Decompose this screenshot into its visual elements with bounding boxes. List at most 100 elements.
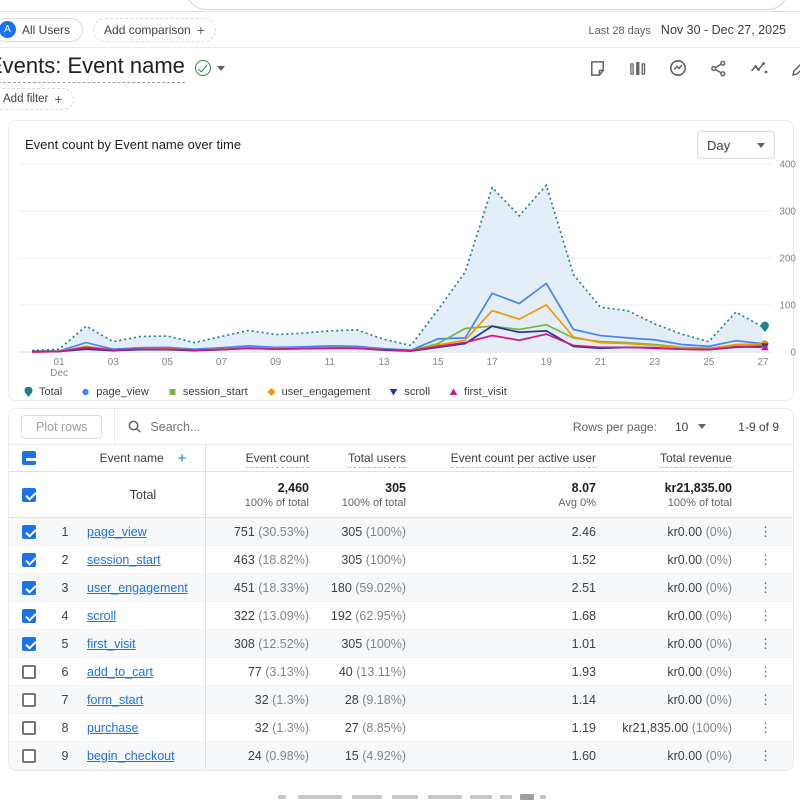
legend-marker-icon <box>169 388 176 395</box>
row-checkbox[interactable] <box>22 636 36 651</box>
row-checkbox[interactable] <box>22 552 36 567</box>
table-header-row: Event name + Event count Total users Eve… <box>9 445 793 472</box>
row-checkbox[interactable] <box>22 608 36 623</box>
row-number: 9 <box>61 748 69 763</box>
chevron-down-icon[interactable] <box>698 424 707 429</box>
row-menu-icon[interactable]: ⋮ <box>759 635 772 651</box>
revenue-cell: kr0.00 (0%) <box>667 692 732 707</box>
select-all-checkbox[interactable] <box>22 451 36 465</box>
row-checkbox[interactable] <box>22 580 36 595</box>
table-search-input[interactable] <box>150 419 371 434</box>
row-menu-icon[interactable]: ⋮ <box>759 719 772 735</box>
granularity-select[interactable]: Day <box>697 131 775 159</box>
table-controls: Plot rows Rows per page: 10 1-9 of 9 <box>9 409 793 445</box>
row-menu-icon[interactable]: ⋮ <box>759 579 772 595</box>
chevron-down-icon <box>757 142 765 148</box>
row-menu-icon[interactable]: ⋮ <box>759 523 772 539</box>
date-range-value: Nov 30 - Dec 27, 2025 <box>660 22 786 37</box>
row-menu-icon[interactable]: ⋮ <box>759 607 772 623</box>
row-number: 2 <box>61 552 69 567</box>
event-count-cell: 751 (30.53%) <box>233 524 309 539</box>
event-count-cell: 32 (1.3%) <box>254 692 309 707</box>
svg-text:13: 13 <box>378 357 390 368</box>
revenue-cell: kr0.00 (0%) <box>667 636 732 651</box>
total-per-active-user: 8.07 <box>571 480 596 495</box>
total-label: Total <box>81 472 206 517</box>
total-revenue: kr21,835.00 <box>664 480 732 495</box>
legend-item-page_view: page_view <box>80 386 149 398</box>
data-quality-check-icon[interactable] <box>194 60 211 76</box>
table-search[interactable] <box>127 419 572 434</box>
edit-icon[interactable] <box>790 58 800 78</box>
add-filter-button[interactable]: Add filter + <box>0 88 74 110</box>
total-users-cell: 305 (100%) <box>341 524 406 539</box>
event-name-link[interactable]: add_to_cart <box>87 664 154 679</box>
row-number: 5 <box>61 636 69 651</box>
table-row: 1 page_view 751 (30.53%) 305 (100%) 2.46 kr0.… <box>9 518 793 546</box>
svg-text:300: 300 <box>779 207 796 218</box>
rows-per-page-label: Rows per page: <box>572 419 657 434</box>
row-menu-icon[interactable]: ⋮ <box>759 691 772 707</box>
insights-icon[interactable] <box>668 58 688 78</box>
event-name-link[interactable]: session_start <box>87 552 161 567</box>
column-header-total-revenue[interactable]: Total revenue <box>602 451 738 468</box>
row-menu-icon[interactable]: ⋮ <box>759 663 772 679</box>
per-active-user-cell: 1.52 <box>571 552 596 567</box>
plot-rows-button[interactable]: Plot rows <box>21 414 103 439</box>
event-name-link[interactable]: form_start <box>87 692 144 707</box>
event-name-link[interactable]: begin_checkout <box>87 748 175 763</box>
per-active-user-cell: 1.93 <box>571 664 596 679</box>
revenue-cell: kr0.00 (0%) <box>667 580 732 595</box>
row-number: 1 <box>61 524 69 539</box>
row-checkbox[interactable] <box>22 692 36 707</box>
total-row-checkbox[interactable] <box>22 487 36 502</box>
add-dimension-icon[interactable]: + <box>177 449 187 467</box>
column-header-event-name[interactable]: Event name + <box>81 445 206 471</box>
report-toolbar <box>588 58 800 78</box>
chevron-down-icon[interactable] <box>216 65 225 71</box>
page-title: Events: Event name <box>0 53 185 83</box>
filter-bar: Add filter + <box>0 88 800 114</box>
legend-item-user_engagement: user_engagement <box>266 386 370 398</box>
audience-chip-all-users[interactable]: A All Users <box>0 17 84 42</box>
event-count-cell: 24 (0.98%) <box>247 748 309 763</box>
granularity-value: Day <box>707 137 731 153</box>
legend-marker-icon <box>82 388 89 395</box>
notes-icon[interactable] <box>588 59 607 78</box>
row-checkbox[interactable] <box>22 524 36 539</box>
row-menu-icon[interactable]: ⋮ <box>759 551 772 567</box>
row-number: 8 <box>61 720 69 735</box>
column-header-total-users[interactable]: Total users <box>315 451 412 468</box>
chart-title: Event count by Event name over time <box>25 136 242 152</box>
plus-icon: + <box>196 21 205 38</box>
event-name-link[interactable]: page_view <box>87 524 147 539</box>
column-header-event-count[interactable]: Event count <box>206 451 315 468</box>
event-name-link[interactable]: purchase <box>87 720 139 735</box>
svg-text:Dec: Dec <box>50 368 68 379</box>
event-name-link[interactable]: first_visit <box>87 636 136 651</box>
bar-columns-icon[interactable] <box>628 59 647 78</box>
global-search-input[interactable] <box>186 0 788 10</box>
row-checkbox[interactable] <box>22 664 36 679</box>
timeseries-card: Event count by Event name over time Day … <box>8 120 796 401</box>
per-active-user-cell: 1.19 <box>571 720 596 735</box>
date-range-picker[interactable]: Last 28 days Nov 30 - Dec 27, 2025 <box>589 23 786 37</box>
rows-per-page-value[interactable]: 10 <box>674 419 689 434</box>
row-menu-icon[interactable]: ⋮ <box>759 747 772 763</box>
cutoff-bottom-strip <box>0 793 800 800</box>
row-checkbox[interactable] <box>22 748 36 763</box>
app-topbar <box>0 0 800 12</box>
pagination-range: 1-9 of 9 <box>738 419 779 434</box>
event-name-link[interactable]: scroll <box>87 608 117 623</box>
revenue-cell: kr0.00 (0%) <box>667 524 732 539</box>
row-checkbox[interactable] <box>22 720 36 735</box>
timeseries-chart: 0 100 200 300 400 01 Dec 03 05 07 09 11 13 15 17 19 21 23… <box>9 157 796 384</box>
legend-marker-icon <box>267 387 276 396</box>
share-icon[interactable] <box>709 59 728 78</box>
event-name-link[interactable]: user_engagement <box>87 580 188 595</box>
trend-insights-icon[interactable] <box>749 58 769 78</box>
per-active-user-cell: 1.60 <box>571 748 596 763</box>
column-header-event-count-per-active-user[interactable]: Event count per active user <box>412 451 602 468</box>
legend-marker-icon <box>24 386 33 397</box>
add-comparison-button[interactable]: Add comparison + <box>93 17 216 42</box>
